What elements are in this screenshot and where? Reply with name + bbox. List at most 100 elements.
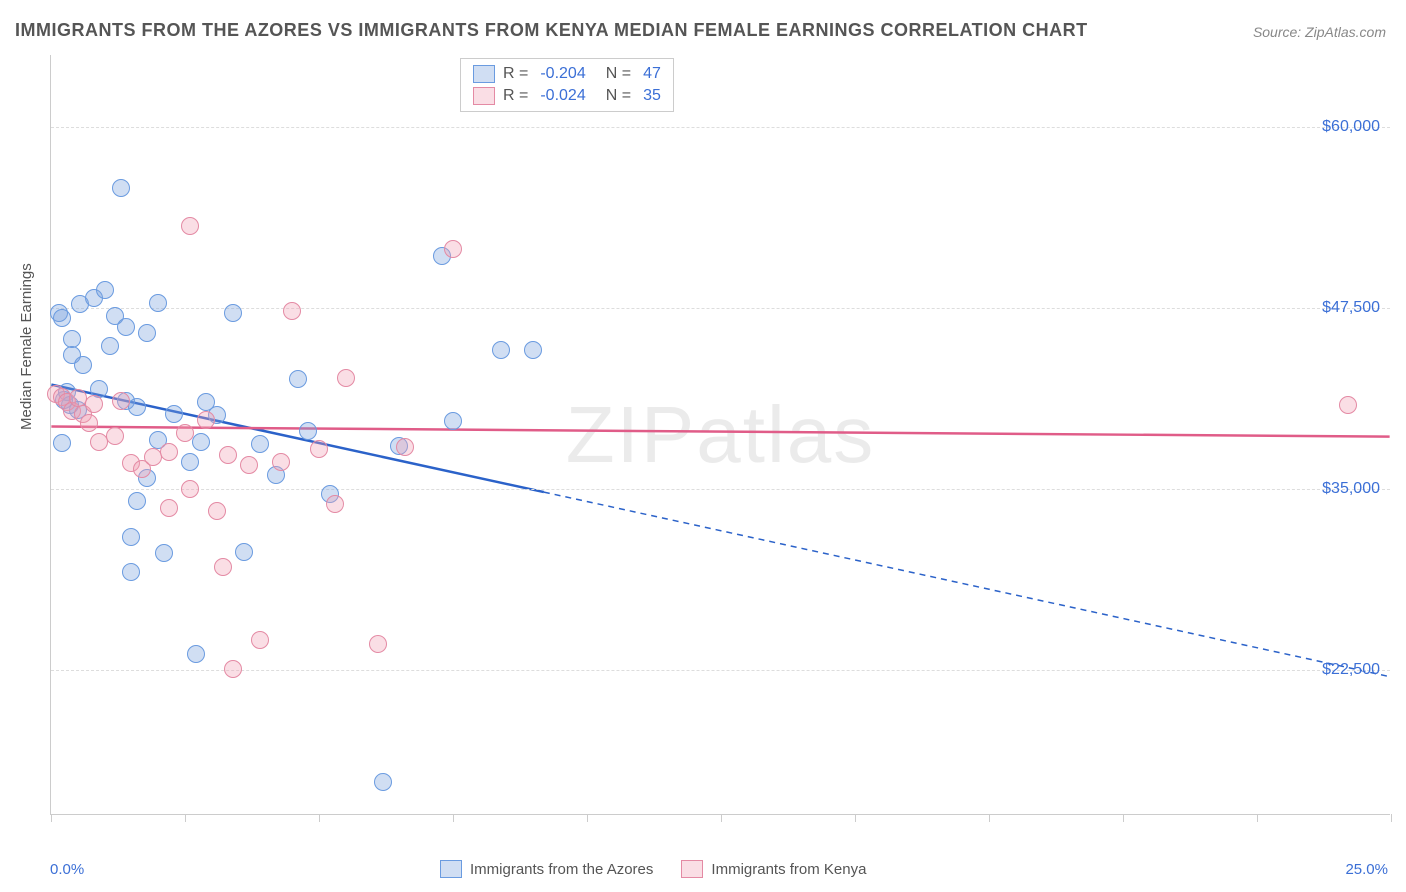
data-point <box>326 495 344 513</box>
data-point <box>106 427 124 445</box>
data-point <box>310 440 328 458</box>
legend-item-kenya: Immigrants from Kenya <box>681 860 866 878</box>
data-point <box>112 392 130 410</box>
data-point <box>181 453 199 471</box>
data-point <box>53 309 71 327</box>
x-tick <box>587 814 588 822</box>
data-point <box>128 398 146 416</box>
data-point <box>444 412 462 430</box>
data-point <box>63 330 81 348</box>
data-point <box>155 544 173 562</box>
y-tick-label: $35,000 <box>1322 480 1380 498</box>
data-point <box>197 411 215 429</box>
legend-row-kenya: R = -0.024 N = 35 <box>473 85 661 107</box>
data-point <box>369 635 387 653</box>
n-value-azores: 47 <box>643 65 661 83</box>
data-point <box>96 281 114 299</box>
chart-title: IMMIGRANTS FROM THE AZORES VS IMMIGRANTS… <box>15 20 1088 41</box>
legend-label-azores: Immigrants from the Azores <box>470 861 653 878</box>
x-tick <box>453 814 454 822</box>
n-label: N = <box>606 65 631 83</box>
data-point <box>181 480 199 498</box>
x-tick <box>319 814 320 822</box>
data-point <box>122 528 140 546</box>
data-point <box>289 370 307 388</box>
data-point <box>74 356 92 374</box>
data-point <box>283 302 301 320</box>
data-point <box>192 433 210 451</box>
data-point <box>224 660 242 678</box>
data-point <box>122 563 140 581</box>
data-point <box>208 502 226 520</box>
x-tick <box>185 814 186 822</box>
x-tick <box>989 814 990 822</box>
data-point <box>272 453 290 471</box>
data-point <box>128 492 146 510</box>
x-tick <box>1123 814 1124 822</box>
x-tick <box>51 814 52 822</box>
data-point <box>160 443 178 461</box>
gridline <box>51 489 1390 490</box>
swatch-azores <box>473 65 495 83</box>
swatch-azores-icon <box>440 860 462 878</box>
data-point <box>214 558 232 576</box>
r-value-kenya: -0.024 <box>540 87 585 105</box>
y-tick-label: $47,500 <box>1322 299 1380 317</box>
data-point <box>235 543 253 561</box>
data-point <box>240 456 258 474</box>
data-point <box>138 324 156 342</box>
watermark: ZIPatlas <box>566 389 875 481</box>
data-point <box>224 304 242 322</box>
gridline <box>51 127 1390 128</box>
swatch-kenya <box>473 87 495 105</box>
data-point <box>112 179 130 197</box>
r-label: R = <box>503 87 528 105</box>
swatch-kenya-icon <box>681 860 703 878</box>
r-label: R = <box>503 65 528 83</box>
data-point <box>444 240 462 258</box>
y-tick-label: $22,500 <box>1322 661 1380 679</box>
x-tick <box>1391 814 1392 822</box>
trend-lines <box>51 55 1390 814</box>
data-point <box>85 395 103 413</box>
y-tick-label: $60,000 <box>1322 118 1380 136</box>
y-axis-title: Median Female Earnings <box>18 263 35 430</box>
n-label: N = <box>606 87 631 105</box>
legend-row-azores: R = -0.204 N = 47 <box>473 63 661 85</box>
x-axis-min: 0.0% <box>50 861 84 878</box>
data-point <box>160 499 178 517</box>
x-tick <box>1257 814 1258 822</box>
data-point <box>219 446 237 464</box>
data-point <box>251 631 269 649</box>
series-legend: Immigrants from the Azores Immigrants fr… <box>440 860 866 878</box>
data-point <box>396 438 414 456</box>
data-point <box>251 435 269 453</box>
n-value-kenya: 35 <box>643 87 661 105</box>
data-point <box>181 217 199 235</box>
data-point <box>80 414 98 432</box>
legend-label-kenya: Immigrants from Kenya <box>711 861 866 878</box>
legend-item-azores: Immigrants from the Azores <box>440 860 653 878</box>
data-point <box>117 318 135 336</box>
data-point <box>176 424 194 442</box>
x-tick <box>721 814 722 822</box>
data-point <box>53 434 71 452</box>
data-point <box>1339 396 1357 414</box>
data-point <box>101 337 119 355</box>
r-value-azores: -0.204 <box>540 65 585 83</box>
data-point <box>374 773 392 791</box>
data-point <box>165 405 183 423</box>
source-label: Source: ZipAtlas.com <box>1253 24 1386 40</box>
gridline <box>51 670 1390 671</box>
data-point <box>187 645 205 663</box>
plot-area: ZIPatlas $22,500 $35,000 $47,500 $60,000 <box>50 55 1390 815</box>
data-point <box>299 422 317 440</box>
correlation-legend: R = -0.204 N = 47 R = -0.024 N = 35 <box>460 58 674 112</box>
data-point <box>492 341 510 359</box>
x-axis-max: 25.0% <box>1345 861 1388 878</box>
x-tick <box>855 814 856 822</box>
data-point <box>337 369 355 387</box>
data-point <box>524 341 542 359</box>
data-point <box>149 294 167 312</box>
gridline <box>51 308 1390 309</box>
